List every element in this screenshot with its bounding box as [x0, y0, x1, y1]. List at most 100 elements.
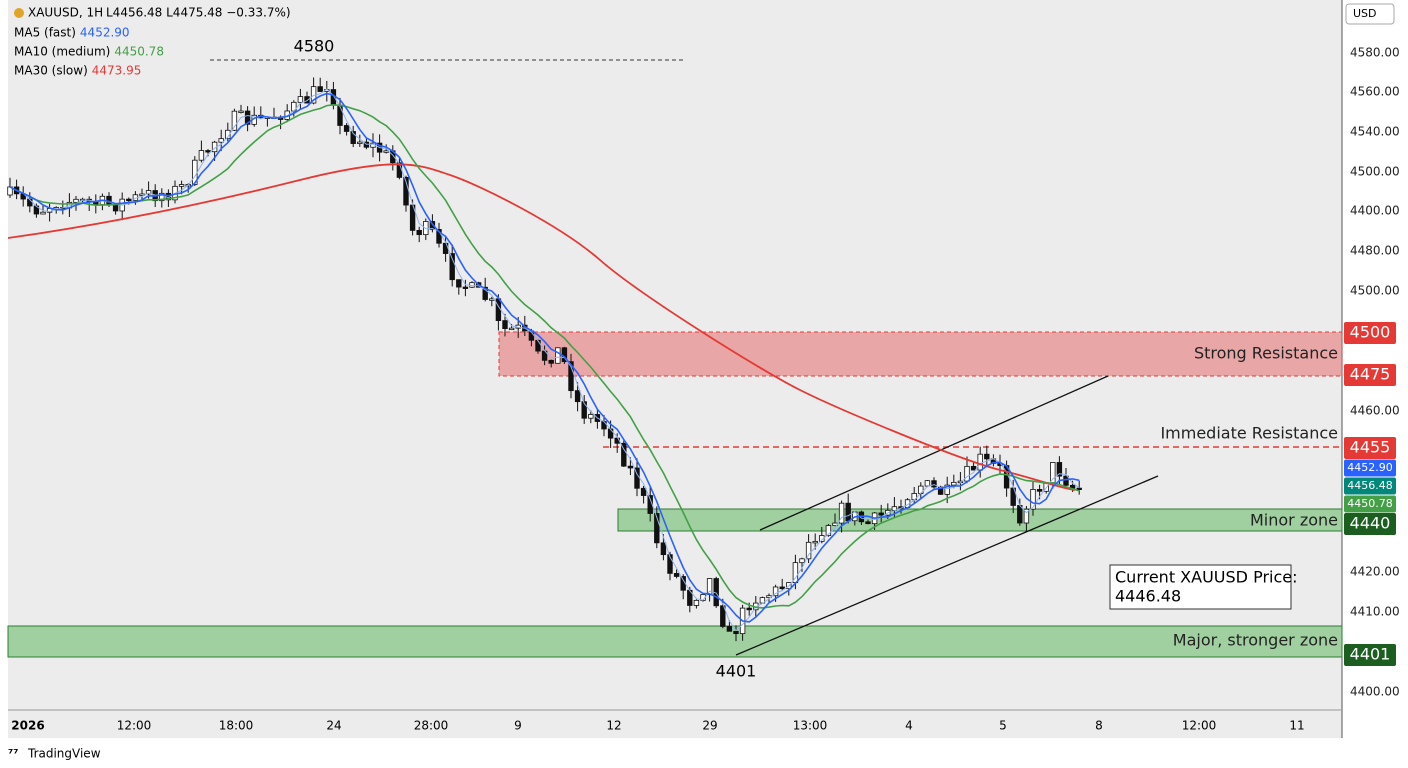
candle-body: [218, 138, 224, 143]
price-tag-text: 4456.48: [1347, 479, 1393, 492]
price-tag: [1344, 644, 1396, 666]
candle-body: [825, 525, 832, 536]
time-label: 12: [606, 719, 621, 733]
candle-body: [607, 428, 614, 439]
price-tag: [1344, 477, 1396, 495]
candle-body: [944, 484, 950, 495]
candle-body: [660, 542, 667, 556]
candle-body: [667, 554, 673, 574]
candle-body: [429, 221, 436, 230]
price-box: [1109, 564, 1292, 610]
ma-medium: [9, 103, 1080, 609]
indicator-name: MA10 (medium): [14, 45, 110, 59]
price-label: 4480.00: [1350, 244, 1400, 258]
price-tag: [1344, 437, 1396, 459]
candle-body: [304, 96, 310, 104]
candle-body: [178, 184, 185, 187]
candle-body: [73, 198, 79, 203]
price-tag: [1344, 459, 1396, 477]
candle-body: [1017, 505, 1023, 524]
candle-body: [779, 586, 785, 590]
symbol-icon: [14, 8, 24, 18]
price-tag-text: 4500: [1350, 323, 1391, 342]
candle-body: [244, 110, 251, 125]
candle-body: [337, 104, 343, 126]
candle-body: [1076, 487, 1082, 491]
candle-body: [931, 480, 937, 488]
time-label: 24: [326, 719, 341, 733]
time-label: 12:00: [117, 719, 152, 733]
indicator-name: MA30 (slow): [14, 64, 88, 78]
high-label: 4580: [294, 37, 335, 56]
candle-body: [720, 605, 726, 627]
price-tag-text: 4401: [1350, 645, 1391, 664]
candle-body: [357, 141, 363, 144]
time-label: 29: [702, 719, 717, 733]
candle-body: [350, 131, 356, 144]
candle-body: [416, 229, 422, 236]
candle-body: [1023, 508, 1030, 524]
price-label: 4580.00: [1350, 46, 1400, 60]
low-label: 4401: [716, 662, 757, 681]
candle-body: [799, 558, 805, 564]
candle-body: [964, 465, 970, 482]
price-label: 4400.00: [1350, 685, 1400, 699]
candle-body: [1010, 487, 1016, 506]
candle-body: [640, 487, 647, 496]
candle-body: [1036, 489, 1043, 492]
candle-body: [918, 485, 924, 494]
indicator-name: MA5 (fast): [14, 26, 76, 40]
price-label: 4560.00: [1350, 85, 1400, 99]
candle-body: [1056, 462, 1063, 477]
price-tag: [1344, 513, 1396, 535]
price-box-title: Current XAUUSD Price:: [1115, 568, 1298, 587]
major-zone-label: Major, stronger zone: [1173, 631, 1338, 650]
candle-body: [654, 513, 660, 544]
candle-body: [812, 540, 818, 544]
candle-body: [502, 320, 508, 330]
candle-body: [1063, 475, 1069, 486]
time-label: 4: [905, 719, 913, 733]
candle-body: [449, 253, 455, 281]
candle-body: [198, 150, 205, 161]
candle-body: [977, 453, 983, 471]
minor-zone: [617, 508, 1343, 532]
price-tag: [1344, 364, 1396, 386]
indicator-value: 4452.90: [80, 26, 130, 40]
price-tag-text: 4450.78: [1347, 497, 1393, 510]
candle-body: [746, 607, 752, 611]
candle-body: [456, 279, 462, 288]
candle-body: [462, 286, 469, 289]
ma-light: [9, 88, 1080, 632]
candle-body: [40, 211, 46, 215]
candle-body: [568, 361, 574, 392]
channel-upper: [759, 375, 1109, 531]
candle-body: [772, 586, 779, 597]
candle-body: [495, 298, 502, 321]
candle-body: [673, 572, 680, 577]
candle-body: [588, 414, 594, 419]
candle-body: [574, 390, 581, 403]
time-label: 18:00: [219, 719, 254, 733]
candle-body: [984, 453, 990, 460]
currency-box: [1345, 3, 1395, 25]
price-label: 4540.00: [1350, 125, 1400, 139]
minor-zone-label: Minor zone: [1250, 511, 1338, 530]
candle-body: [436, 229, 442, 244]
price-tag-text: 4455: [1350, 438, 1391, 457]
price-box-price: 4446.48: [1115, 587, 1181, 606]
ohlc: L4456.48 L4475.48 −0.33.7%): [106, 6, 291, 20]
candle-body: [555, 347, 561, 364]
candle-body: [508, 327, 515, 331]
candle-body: [126, 198, 132, 202]
immediate-resistance-label: Immediate Resistance: [1160, 424, 1338, 443]
candle-body: [627, 465, 634, 469]
footer-logo: ⁷⁷: [8, 747, 19, 761]
candle-body: [535, 339, 541, 352]
candle-body: [489, 298, 495, 301]
candle-body: [1030, 489, 1036, 510]
candle-body: [442, 242, 449, 254]
symbol: XAUUSD, 1H: [28, 6, 103, 20]
candle-body: [238, 110, 244, 113]
candle-body: [383, 150, 389, 153]
